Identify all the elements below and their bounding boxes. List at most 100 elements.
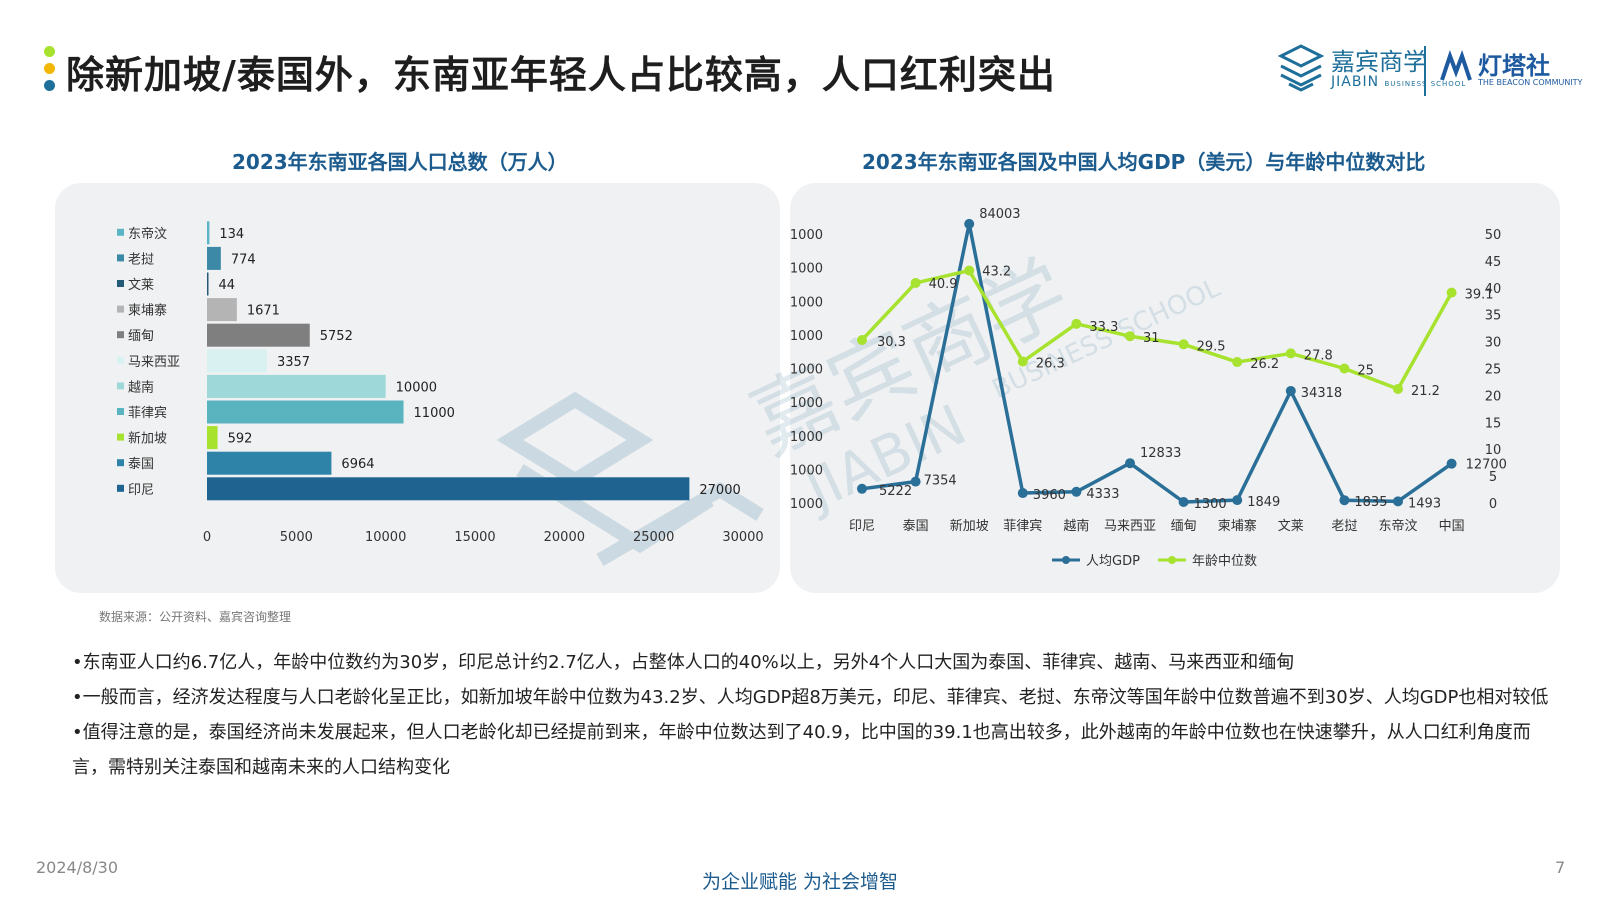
series-1-value-label-9: 25 — [1357, 364, 1374, 379]
x-category-label-5: 马来西亚 — [1104, 519, 1156, 534]
gdp-age-line-chart: 1000 11000 21000 31000 41000 51000 61000 71000 8… — [790, 207, 1507, 569]
accent-dot-green — [44, 46, 55, 57]
bar-9 — [207, 451, 332, 475]
x-category-label-0: 印尼 — [849, 519, 875, 534]
x-tick-label-6: 30000 — [722, 530, 763, 545]
x-category-label-7: 柬埔寨 — [1218, 518, 1257, 534]
right-axis-tick-5: 25 — [1485, 363, 1502, 378]
bar-3 — [207, 298, 237, 322]
dengta-logo-en: THE BEACON COMMUNITY — [1478, 78, 1583, 87]
legend-swatch-3 — [117, 305, 124, 313]
left-axis-tick-0: 1000 — [790, 497, 823, 512]
legend-label-6: 越南 — [128, 379, 154, 395]
legend-label-4: 缅甸 — [128, 329, 154, 344]
x-category-label-2: 新加坡 — [950, 518, 989, 534]
legend-label-3: 柬埔寨 — [128, 303, 167, 319]
left-axis-tick-2: 21000 — [790, 430, 823, 445]
x-category-label-10: 东帝汶 — [1378, 518, 1417, 534]
legend-swatch-0 — [117, 228, 124, 236]
left-axis-tick-4: 41000 — [790, 363, 823, 378]
left-axis-tick-8: 81000 — [790, 228, 823, 243]
x-tick-label-5: 25000 — [633, 530, 674, 545]
finding-3: •值得注意的是，泰国经济尚未发展起来，但人口老龄化却已经提前到来，年龄中位数达到… — [72, 722, 1531, 778]
key-findings: •东南亚人口约6.7亿人，年龄中位数约为30岁，印尼总计约2.7亿人，占整体人口… — [72, 645, 1552, 785]
left-axis-tick-6: 61000 — [790, 295, 823, 310]
series-line-0 — [861, 222, 1453, 504]
population-bar-chart: 东帝汶 134 老挝 774 文莱 44 柬埔寨 1671 缅甸 5752 马来西亚 3357 越南 10… — [117, 221, 764, 545]
series-0-value-label-6: 1300 — [1194, 497, 1227, 512]
legend-label-1: 年龄中位数 — [1192, 554, 1257, 569]
series-1-point-9 — [1339, 363, 1350, 374]
dengta-logo-icon — [1440, 50, 1472, 81]
series-0-value-label-3: 3960 — [1033, 488, 1066, 503]
series-0-value-label-11: 12700 — [1466, 458, 1507, 473]
population-chart-title: 2023年东南亚各国人口总数（万人） — [232, 150, 568, 174]
bar-value-label-4: 5752 — [320, 329, 353, 344]
series-1-value-label-6: 29.5 — [1197, 339, 1226, 354]
legend-swatch-2 — [117, 280, 124, 287]
x-category-label-11: 中国 — [1439, 519, 1465, 534]
legend-label-7: 菲律宾 — [128, 405, 167, 421]
series-0-point-5 — [1125, 458, 1135, 469]
gdp-age-chart-title: 2023年东南亚各国及中国人均GDP（美元）与年龄中位数对比 — [862, 150, 1426, 174]
series-1-point-6 — [1178, 339, 1189, 350]
bar-value-label-7: 11000 — [414, 406, 455, 421]
series-1-point-3 — [1017, 356, 1028, 367]
series-1-value-label-10: 21.2 — [1411, 384, 1440, 399]
bar-value-label-2: 44 — [219, 278, 236, 293]
series-1-value-label-0: 30.3 — [877, 335, 906, 350]
series-0-point-1 — [910, 476, 921, 487]
bar-1 — [207, 246, 221, 270]
series-1-point-4 — [1071, 318, 1082, 329]
bar-4 — [207, 323, 310, 347]
series-0-point-3 — [1017, 488, 1028, 499]
legend-label-10: 印尼 — [128, 483, 154, 498]
dengta-logo-cn: 灯塔社 — [1478, 52, 1550, 80]
legend-label-1: 老挝 — [128, 252, 154, 267]
series-0-point-11 — [1446, 458, 1457, 469]
bar-value-label-5: 3357 — [277, 355, 310, 370]
right-axis-tick-6: 30 — [1485, 336, 1502, 351]
legend-swatch-5 — [117, 356, 124, 364]
x-tick-label-2: 10000 — [365, 530, 406, 545]
series-1-point-11 — [1446, 287, 1457, 298]
jiabin-logo-cn: 嘉宾商学 — [1331, 48, 1427, 76]
series-0-value-label-7: 1849 — [1247, 495, 1280, 510]
left-axis-tick-7: 71000 — [790, 262, 823, 277]
legend-label-8: 新加坡 — [128, 431, 167, 447]
right-axis-tick-7: 35 — [1485, 309, 1502, 324]
logo-divider — [1424, 46, 1426, 96]
series-0-point-0 — [857, 483, 867, 494]
jiabin-logo-en-main: JIABIN — [1331, 74, 1380, 90]
right-axis-tick-8: 40 — [1485, 282, 1502, 297]
x-category-label-3: 菲律宾 — [1003, 518, 1042, 534]
series-0-value-label-8: 34318 — [1301, 386, 1342, 401]
legend-swatch-8 — [117, 433, 124, 441]
series-1-point-2 — [964, 265, 975, 276]
bar-value-label-10: 27000 — [699, 483, 740, 498]
series-1-value-label-1: 40.9 — [929, 277, 958, 292]
series-0-value-label-2: 84003 — [979, 207, 1020, 222]
x-category-label-1: 泰国 — [903, 519, 929, 534]
series-0-point-10 — [1393, 496, 1403, 507]
legend-label-9: 泰国 — [128, 457, 154, 472]
legend-marker-1 — [1168, 556, 1176, 564]
right-axis-tick-3: 15 — [1485, 416, 1502, 431]
x-category-label-8: 文莱 — [1278, 519, 1304, 534]
right-axis-tick-4: 20 — [1485, 389, 1502, 404]
right-axis-tick-9: 45 — [1485, 255, 1502, 270]
series-0-value-label-1: 7354 — [924, 474, 957, 489]
footer-slogan: 为企业赋能 为社会增智 — [701, 871, 899, 893]
right-axis-tick-2: 10 — [1485, 443, 1502, 458]
title-accent-dots — [44, 46, 56, 97]
page-title: 除新加坡/泰国外，东南亚年轻人占比较高，人口红利突出 — [66, 53, 1056, 97]
legend-swatch-4 — [117, 331, 124, 339]
bar-value-label-9: 6964 — [341, 457, 374, 472]
left-axis-tick-1: 11000 — [790, 463, 823, 478]
x-tick-label-3: 15000 — [454, 530, 495, 545]
series-0-value-label-5: 12833 — [1140, 446, 1181, 461]
series-1-value-label-5: 31 — [1143, 331, 1160, 346]
finding-1: •东南亚人口约6.7亿人，年龄中位数约为30岁，印尼总计约2.7亿人，占整体人口… — [72, 652, 1295, 673]
jiabin-logo: 嘉宾商学 JIABIN BUSINESS SCHOOL — [1275, 40, 1465, 100]
legend-swatch-1 — [117, 254, 124, 262]
